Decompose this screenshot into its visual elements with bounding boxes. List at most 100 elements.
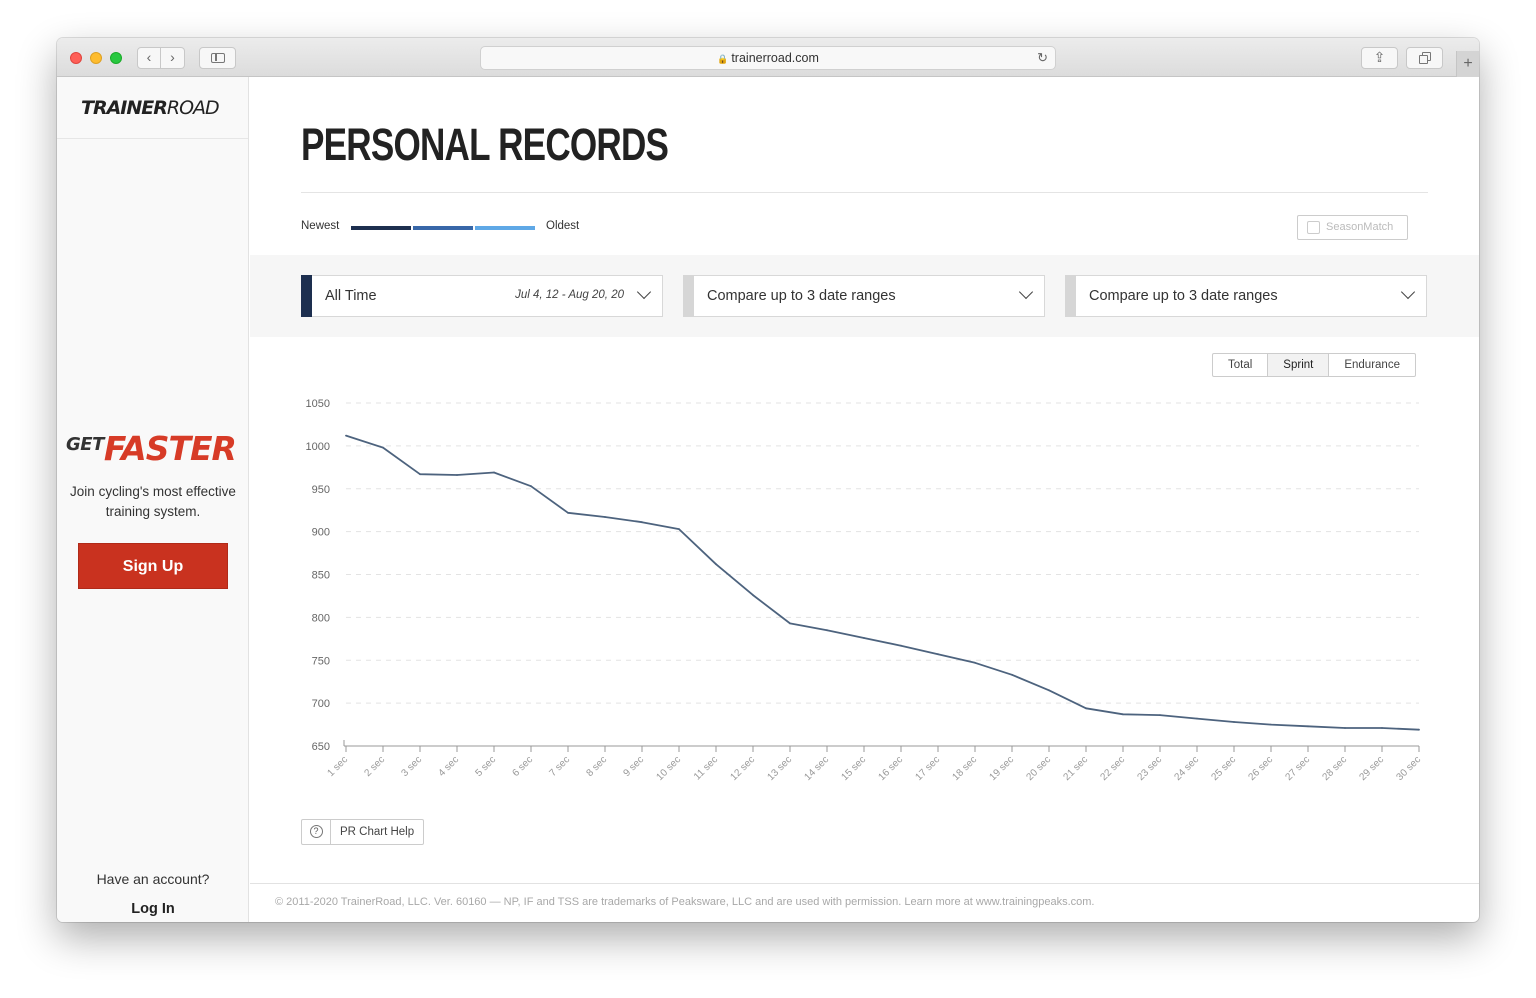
- seasonmatch-label: SeasonMatch: [1326, 221, 1394, 233]
- account-prompt: Have an account?: [96, 871, 210, 887]
- logo-light-text: ROAD: [166, 97, 220, 119]
- minimize-window-button[interactable]: [90, 52, 102, 64]
- data-point: [456, 474, 458, 476]
- data-point: [1011, 673, 1013, 676]
- data-point: [1196, 717, 1198, 720]
- x-tick-label: 30 sec: [1395, 754, 1424, 783]
- range-color-stripe: [301, 275, 312, 317]
- y-tick-label: 650: [312, 741, 330, 753]
- data-point: [1270, 723, 1272, 726]
- x-tick-label: 1 sec: [325, 754, 350, 779]
- range-color-stripe: [683, 275, 694, 317]
- power-curve-chart: 650 700 750 800 850 900 950 1000 1050 1 sec 2 sec 3…: [306, 398, 1424, 783]
- x-tick-label: 9 sec: [621, 754, 646, 779]
- data-point: [1344, 727, 1346, 729]
- new-tab-button[interactable]: +: [1456, 51, 1479, 77]
- back-button[interactable]: ‹: [137, 47, 161, 69]
- date-range-dropdown-1[interactable]: All Time Jul 4, 12 - Aug 20, 20: [301, 275, 663, 317]
- y-tick-label: 1000: [306, 441, 330, 453]
- address-bar[interactable]: 🔒 trainerroad.com ↻: [480, 46, 1056, 70]
- legend-newest-label: Newest: [301, 220, 340, 232]
- log-in-link[interactable]: Log In: [131, 901, 175, 917]
- x-tick-label: 27 sec: [1284, 754, 1313, 783]
- left-sidebar: TRAINERROAD GETFASTER Join cycling's mos…: [57, 77, 249, 922]
- x-tick-label: 29 sec: [1358, 754, 1387, 783]
- tab-sprint[interactable]: Sprint: [1267, 354, 1329, 376]
- x-tick-label: 5 sec: [473, 754, 498, 779]
- share-button[interactable]: ⇪: [1361, 47, 1398, 69]
- x-tick-label: 16 sec: [877, 754, 906, 783]
- data-point: [419, 473, 421, 476]
- date-range-dropdown-2[interactable]: Compare up to 3 date ranges: [683, 275, 1045, 317]
- legend-bar-oldest: [475, 226, 535, 230]
- footer-copyright: © 2011-2020 TrainerRoad, LLC. Ver. 60160…: [275, 896, 1095, 908]
- data-point: [1085, 707, 1087, 710]
- browser-window: ‹ › 🔒 trainerroad.com ↻ ⇪ + TRAINERROAD G…: [57, 38, 1479, 922]
- data-point: [567, 511, 569, 514]
- show-sidebar-button[interactable]: [199, 47, 236, 69]
- data-point: [678, 528, 680, 530]
- data-point: [1159, 714, 1161, 716]
- x-tick-label: 23 sec: [1136, 754, 1165, 783]
- seasonmatch-toggle[interactable]: SeasonMatch: [1297, 215, 1408, 240]
- data-point: [530, 485, 532, 488]
- x-tick-label: 15 sec: [840, 754, 869, 783]
- y-tick-label: 700: [312, 698, 330, 710]
- lock-icon: 🔒: [717, 54, 729, 64]
- y-tick-label: 850: [312, 570, 330, 582]
- page-footer: © 2011-2020 TrainerRoad, LLC. Ver. 60160…: [250, 883, 1479, 922]
- sign-up-button[interactable]: Sign Up: [78, 543, 228, 589]
- x-tick-label: 3 sec: [399, 754, 424, 779]
- get-faster-logo: GETFASTER: [66, 429, 237, 468]
- chevron-down-icon: [636, 284, 652, 300]
- title-divider: [301, 192, 1428, 193]
- logo-area: TRAINERROAD: [57, 77, 248, 139]
- help-icon: ?: [309, 825, 323, 838]
- data-point: [493, 471, 495, 474]
- date-range-dropdown-3[interactable]: Compare up to 3 date ranges: [1065, 275, 1427, 317]
- x-tick-label: 25 sec: [1210, 754, 1239, 783]
- tab-total[interactable]: Total: [1228, 359, 1253, 371]
- forward-button[interactable]: ›: [161, 47, 185, 69]
- chevron-left-icon: ‹: [146, 49, 152, 65]
- legend-bar-middle: [413, 226, 473, 230]
- y-tick-label: 950: [312, 484, 330, 496]
- close-window-button[interactable]: [70, 52, 82, 64]
- promo-text: Join cycling's most effective training s…: [70, 484, 236, 519]
- promo-faster-text: FASTER: [103, 429, 237, 468]
- promo-get-text: GET: [66, 434, 104, 455]
- show-tabs-button[interactable]: [1406, 47, 1443, 69]
- url-text: trainerroad.com: [731, 51, 819, 65]
- legend-bar-newest: [351, 226, 411, 230]
- help-icon-box: ?: [302, 820, 331, 844]
- data-point: [382, 446, 384, 449]
- data-point: [826, 629, 828, 632]
- x-tick-label: 21 sec: [1062, 754, 1091, 783]
- x-tick-label: 18 sec: [951, 754, 980, 783]
- pr-chart-help-button[interactable]: ? PR Chart Help: [301, 819, 425, 845]
- seasonmatch-checkbox[interactable]: [1307, 221, 1320, 234]
- x-tick-label: 14 sec: [803, 754, 832, 783]
- x-tick-label: 4 sec: [436, 754, 461, 779]
- y-tick-label: 750: [312, 655, 330, 667]
- reload-icon[interactable]: ↻: [1037, 50, 1048, 65]
- x-tick-label: 6 sec: [510, 754, 535, 779]
- tab-endurance[interactable]: Endurance: [1328, 354, 1415, 376]
- chevron-right-icon: ›: [170, 49, 175, 65]
- data-point: [641, 521, 643, 524]
- zoom-window-button[interactable]: [110, 52, 122, 64]
- trainerroad-logo[interactable]: TRAINERROAD: [81, 97, 220, 119]
- y-tick-label: 900: [312, 527, 330, 539]
- x-tick-label: 7 sec: [547, 754, 572, 779]
- help-label: PR Chart Help: [340, 826, 415, 838]
- chevron-down-icon: [1018, 284, 1034, 300]
- tabs-icon-back: [1419, 55, 1428, 64]
- browser-toolbar: ‹ › 🔒 trainerroad.com ↻ ⇪ +: [57, 38, 1479, 77]
- share-icon: ⇪: [1373, 49, 1386, 65]
- series-line: [345, 434, 1420, 731]
- x-tick-label: 20 sec: [1025, 754, 1054, 783]
- data-point: [1233, 721, 1235, 723]
- x-tick-label: 17 sec: [914, 754, 943, 783]
- x-tick-label: 8 sec: [584, 754, 609, 779]
- legend-oldest-label: Oldest: [546, 220, 580, 232]
